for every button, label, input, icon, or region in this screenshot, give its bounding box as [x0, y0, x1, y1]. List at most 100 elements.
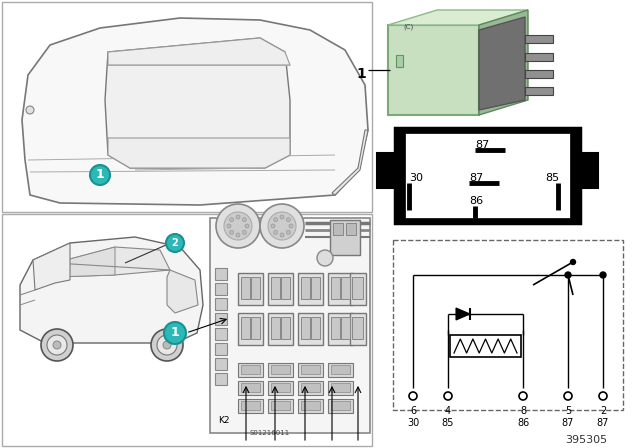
- Polygon shape: [108, 138, 290, 168]
- Circle shape: [243, 230, 246, 234]
- Circle shape: [216, 204, 260, 248]
- Bar: [350, 313, 366, 345]
- Bar: [396, 55, 403, 67]
- Polygon shape: [55, 247, 115, 277]
- Circle shape: [26, 106, 34, 114]
- Text: K2: K2: [218, 416, 230, 425]
- Bar: [333, 223, 343, 235]
- Bar: [238, 381, 263, 395]
- Bar: [238, 363, 263, 377]
- Bar: [301, 317, 310, 339]
- Text: 2: 2: [172, 238, 179, 248]
- Circle shape: [286, 218, 291, 222]
- Circle shape: [224, 212, 252, 240]
- Polygon shape: [55, 247, 170, 277]
- Bar: [271, 383, 290, 392]
- Polygon shape: [388, 25, 479, 115]
- Polygon shape: [167, 270, 198, 313]
- Circle shape: [230, 218, 234, 222]
- Bar: [331, 383, 350, 392]
- Bar: [238, 399, 263, 413]
- Text: 86: 86: [469, 196, 483, 206]
- Bar: [301, 277, 310, 299]
- Circle shape: [444, 392, 452, 400]
- Text: 6: 6: [410, 406, 416, 416]
- Bar: [271, 277, 280, 299]
- Bar: [298, 313, 323, 345]
- Bar: [450, 335, 521, 357]
- Text: 85: 85: [442, 418, 454, 428]
- Bar: [268, 313, 293, 345]
- Bar: [210, 218, 370, 433]
- Bar: [525, 87, 553, 95]
- Circle shape: [600, 272, 606, 278]
- Circle shape: [90, 165, 110, 185]
- Bar: [525, 70, 553, 78]
- Bar: [331, 401, 350, 410]
- Circle shape: [271, 224, 275, 228]
- Circle shape: [41, 329, 73, 361]
- Circle shape: [286, 230, 291, 234]
- Bar: [215, 328, 227, 340]
- Polygon shape: [33, 243, 70, 290]
- Circle shape: [564, 392, 572, 400]
- Text: 5: 5: [565, 406, 571, 416]
- Circle shape: [565, 272, 571, 278]
- Bar: [331, 317, 340, 339]
- Bar: [268, 399, 293, 413]
- Bar: [525, 53, 553, 61]
- Text: 8: 8: [520, 406, 526, 416]
- Bar: [241, 365, 260, 374]
- Circle shape: [268, 212, 296, 240]
- Bar: [215, 373, 227, 385]
- Polygon shape: [479, 10, 528, 115]
- Bar: [268, 381, 293, 395]
- Polygon shape: [388, 10, 528, 25]
- Text: 1: 1: [356, 67, 365, 81]
- Bar: [298, 363, 323, 377]
- Circle shape: [280, 215, 284, 219]
- Bar: [215, 358, 227, 370]
- Circle shape: [53, 341, 61, 349]
- Circle shape: [236, 233, 240, 237]
- Bar: [251, 317, 260, 339]
- Polygon shape: [479, 17, 525, 110]
- Text: 85: 85: [545, 173, 559, 183]
- Bar: [341, 317, 350, 339]
- Bar: [311, 317, 320, 339]
- Circle shape: [519, 392, 527, 400]
- Bar: [241, 317, 250, 339]
- Circle shape: [166, 234, 184, 252]
- Bar: [352, 277, 363, 299]
- Circle shape: [151, 329, 183, 361]
- Bar: [301, 365, 320, 374]
- Circle shape: [157, 335, 177, 355]
- Circle shape: [164, 322, 186, 344]
- Circle shape: [289, 224, 293, 228]
- Text: 87: 87: [475, 140, 489, 150]
- Bar: [377, 153, 399, 188]
- Bar: [350, 273, 366, 305]
- Bar: [301, 401, 320, 410]
- Circle shape: [280, 233, 284, 237]
- Bar: [331, 365, 350, 374]
- Bar: [215, 343, 227, 355]
- Polygon shape: [105, 38, 290, 168]
- Polygon shape: [22, 18, 368, 205]
- Bar: [352, 317, 363, 339]
- Bar: [271, 401, 290, 410]
- Bar: [241, 383, 260, 392]
- Circle shape: [317, 250, 333, 266]
- Bar: [328, 381, 353, 395]
- Text: (C): (C): [403, 23, 413, 30]
- Bar: [328, 313, 353, 345]
- Circle shape: [245, 224, 249, 228]
- Circle shape: [47, 335, 67, 355]
- Bar: [298, 381, 323, 395]
- Bar: [301, 383, 320, 392]
- Bar: [251, 277, 260, 299]
- Circle shape: [227, 224, 231, 228]
- Bar: [215, 313, 227, 325]
- Bar: [298, 273, 323, 305]
- Bar: [2, 214, 372, 446]
